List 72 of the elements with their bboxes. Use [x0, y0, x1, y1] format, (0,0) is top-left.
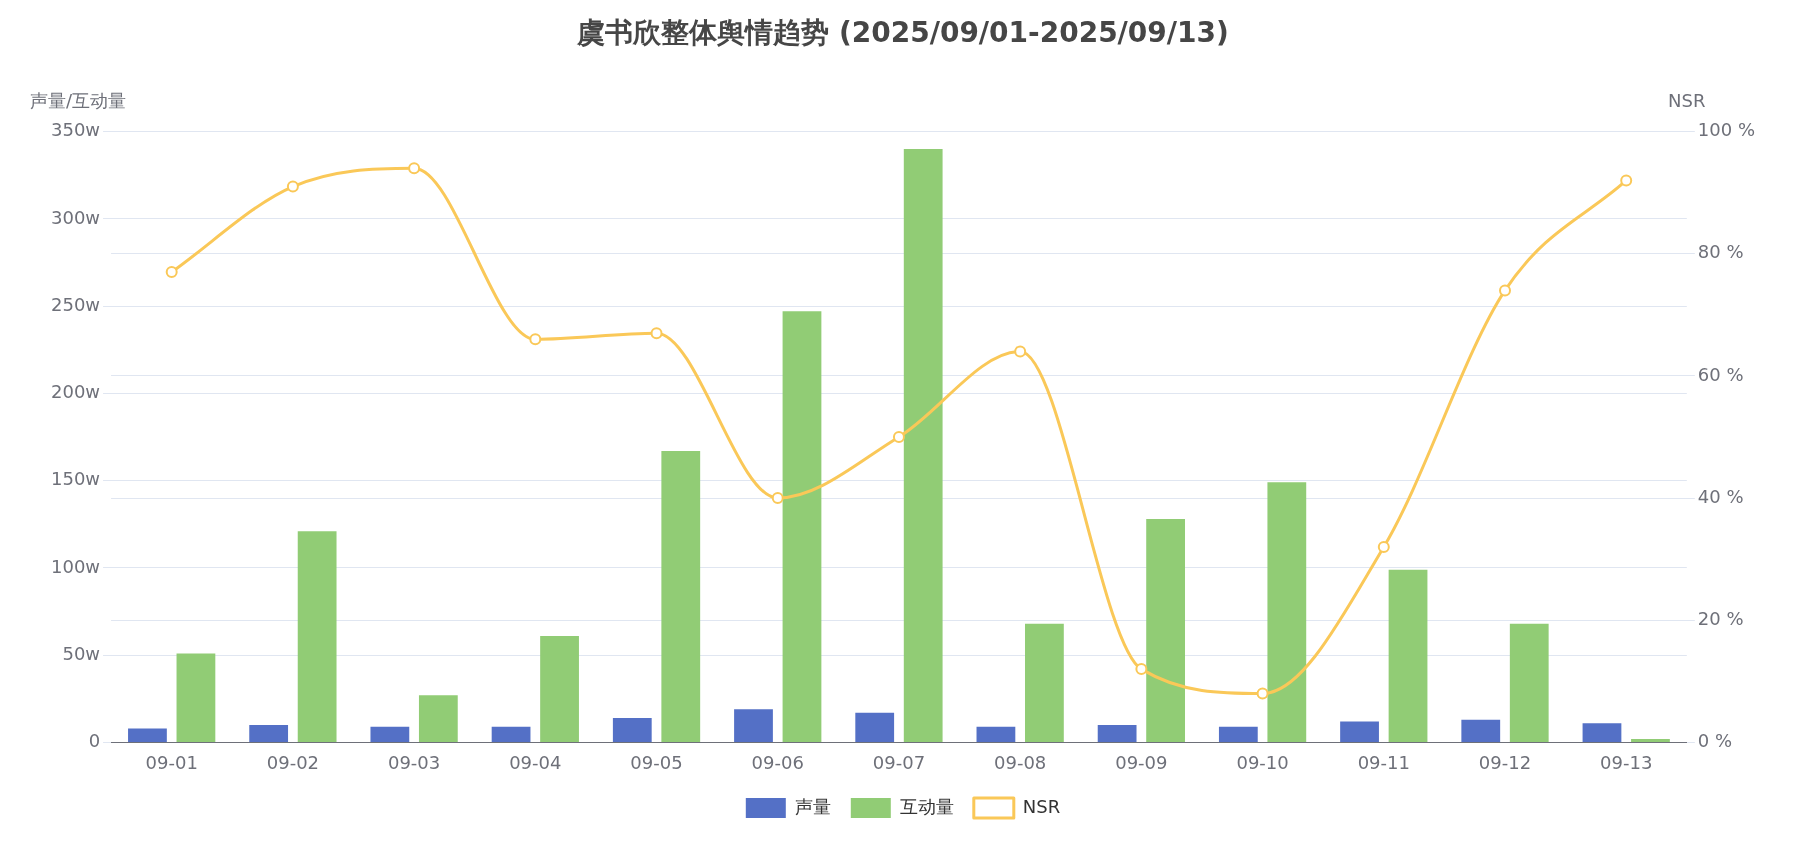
bar	[418, 695, 458, 742]
y-axis-title: 声量/互动量	[29, 90, 127, 112]
bar	[1025, 623, 1064, 742]
bar	[782, 311, 822, 742]
x-tick-label: 09-01	[145, 751, 198, 773]
x-tick-label: 09-13	[1600, 751, 1653, 773]
bar	[612, 717, 652, 742]
point	[892, 431, 905, 443]
y2-tick-label: 40 %	[1697, 485, 1744, 507]
bar	[1218, 726, 1258, 742]
bar	[176, 653, 216, 742]
point	[286, 180, 299, 193]
legend-label: 互动量	[899, 795, 954, 817]
y-tick-label: 150w	[51, 468, 101, 490]
y-tick-label: 200w	[51, 381, 101, 403]
bar	[661, 450, 701, 742]
y2-tick-label: 20 %	[1697, 607, 1744, 629]
point	[1377, 540, 1390, 553]
bar	[1582, 723, 1622, 742]
x-tick-label: 09-12	[1478, 751, 1532, 773]
point	[165, 266, 178, 279]
bar	[1461, 719, 1501, 742]
point	[1256, 687, 1269, 700]
y-tick-label: 300w	[51, 206, 101, 228]
point	[650, 327, 663, 340]
x-tick-label: 09-05	[630, 751, 683, 773]
x-tick-label: 09-02	[266, 751, 320, 773]
x-tick-label: 09-09	[1115, 751, 1168, 773]
y-tick-label: 350w	[51, 119, 101, 141]
x-tick-label: 09-10	[1236, 751, 1289, 773]
bar	[976, 726, 1016, 742]
legend-label: 声量	[794, 795, 831, 817]
y2-tick-label: 80 %	[1697, 241, 1744, 263]
point	[771, 492, 784, 505]
point	[1135, 663, 1148, 676]
chart-title: 虞书欣整体舆情趋势 (2025/09/01-2025/09/13)	[576, 16, 1229, 50]
bar	[128, 728, 167, 742]
point	[1499, 284, 1511, 297]
bar	[1097, 724, 1137, 742]
y-tick-label: 250w	[51, 293, 101, 315]
bar	[1631, 738, 1670, 742]
bar	[903, 149, 943, 742]
y-tick-label: 100w	[51, 555, 101, 577]
y-tick-label: 0	[88, 730, 101, 752]
bar	[540, 635, 579, 742]
bar	[1146, 519, 1186, 742]
x-tick-label: 09-03	[387, 751, 441, 773]
bar	[249, 724, 289, 742]
bar	[370, 726, 410, 742]
bar	[1509, 623, 1549, 742]
bar	[1267, 482, 1307, 742]
x-tick-label: 09-08	[994, 751, 1047, 773]
x-tick-label: 09-11	[1357, 751, 1410, 773]
x-tick-label: 09-06	[751, 751, 804, 773]
x-tick-label: 09-07	[872, 751, 926, 773]
legend-label: NSR	[1022, 795, 1061, 817]
point	[408, 162, 421, 175]
point	[1620, 174, 1633, 187]
y2-axis-title: NSR	[1668, 90, 1706, 112]
x-tick-label: 09-04	[509, 751, 562, 773]
bar	[1388, 569, 1428, 742]
bar	[1340, 721, 1379, 742]
y2-tick-label: 100 %	[1697, 119, 1756, 141]
y2-tick-label: 0 %	[1697, 730, 1733, 752]
y2-tick-label: 60 %	[1697, 363, 1744, 385]
bar	[734, 709, 773, 742]
bar	[855, 712, 895, 742]
bar	[491, 726, 531, 742]
point	[529, 333, 542, 346]
bar	[297, 531, 337, 742]
point	[1014, 345, 1027, 358]
y-tick-label: 50w	[62, 642, 101, 664]
